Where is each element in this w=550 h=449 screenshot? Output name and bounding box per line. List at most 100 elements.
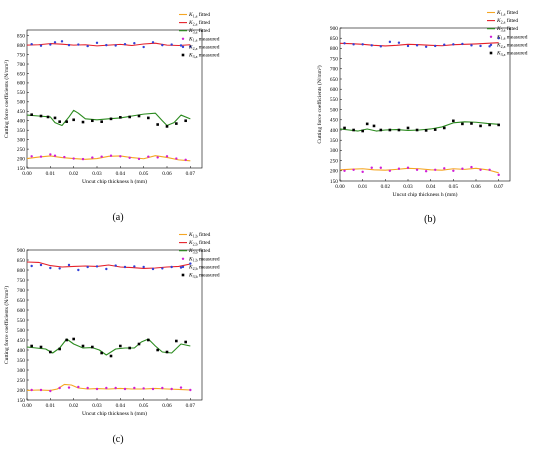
y-tick-label: 200 xyxy=(330,169,338,175)
data-point-K3_measured xyxy=(175,339,178,343)
data-point-K1_measured xyxy=(95,387,99,391)
data-point-K3_measured xyxy=(424,129,428,132)
series-line-K3_fitted xyxy=(339,121,499,132)
y-tick-label: 800 xyxy=(330,46,338,52)
data-point-K1_measured xyxy=(114,386,117,390)
y-tick-label: 650 xyxy=(17,298,25,304)
data-point-K3_measured xyxy=(119,344,122,348)
y-tick-label: 450 xyxy=(330,118,338,124)
plot-frame xyxy=(26,29,203,169)
y-tick-label: 200 xyxy=(17,388,25,394)
data-point-K1_measured xyxy=(49,153,52,156)
legend-label: K1,b measured xyxy=(188,256,220,263)
y-axis-title: Cutting force coefficients (N/mm²) xyxy=(3,286,10,364)
x-tick-label: 0.07 xyxy=(494,184,504,190)
data-point-K2_measured xyxy=(161,43,164,47)
data-point-K3_measured xyxy=(81,344,85,348)
data-point-K3_measured xyxy=(109,117,113,121)
data-point-K2_measured xyxy=(49,266,52,270)
legend-label: K2,a measured xyxy=(496,42,528,49)
data-point-K3_measured xyxy=(100,351,103,355)
data-point-K2_measured xyxy=(67,43,71,47)
x-tick-label: 0.00 xyxy=(22,403,32,409)
data-point-K3_measured xyxy=(137,342,141,346)
legend-marker-K3_measured xyxy=(181,53,185,57)
data-point-K1_measured xyxy=(479,168,482,171)
x-tick-label: 0.01 xyxy=(46,403,56,409)
legend-marker-K1_measured xyxy=(489,35,493,38)
data-point-K3_measured xyxy=(147,338,150,342)
data-point-K3_measured xyxy=(184,340,187,344)
data-point-K1_measured xyxy=(100,155,103,158)
data-point-K3_measured xyxy=(165,350,169,354)
x-tick-label: 0.04 xyxy=(426,184,436,190)
y-tick-label: 850 xyxy=(17,33,25,39)
data-point-K1_measured xyxy=(142,387,145,390)
y-tick-label: 500 xyxy=(330,107,338,113)
x-tick-label: 0.01 xyxy=(46,171,56,177)
data-point-K3_measured xyxy=(184,119,187,123)
data-point-K2_measured xyxy=(189,45,192,48)
legend-label: K1,a measured xyxy=(496,34,528,41)
data-point-K3_measured xyxy=(479,124,482,128)
data-point-K2_measured xyxy=(443,43,446,46)
data-point-K1_measured xyxy=(161,386,164,390)
data-point-K3_measured xyxy=(372,124,376,128)
data-point-K3_measured xyxy=(58,120,61,123)
data-point-K2_measured xyxy=(114,264,117,267)
data-point-K1_measured xyxy=(105,386,108,390)
data-point-K3_measured xyxy=(128,346,131,350)
x-tick-label: 0.07 xyxy=(186,403,196,409)
data-point-K2_measured xyxy=(379,45,382,48)
legend-label: K1,a fitted xyxy=(188,11,210,19)
legend-marker-K1_measured xyxy=(181,257,185,260)
y-tick-label: 800 xyxy=(17,43,25,49)
panel-label: (b) xyxy=(424,214,436,225)
y-tick-label: 550 xyxy=(17,318,25,324)
data-point-K1_measured xyxy=(361,170,364,174)
x-tick-label: 0.05 xyxy=(139,403,149,409)
data-point-K1_measured xyxy=(497,173,500,177)
data-point-K3_measured xyxy=(488,123,491,127)
x-tick-label: 0.07 xyxy=(186,171,196,177)
data-point-K2_measured xyxy=(60,40,64,43)
y-tick-label: 800 xyxy=(17,268,25,274)
legend-marker-K1_measured xyxy=(181,37,185,40)
y-tick-label: 250 xyxy=(17,147,25,153)
data-point-K2_measured xyxy=(151,267,155,271)
data-point-K3_measured xyxy=(452,119,455,123)
data-point-K3_measured xyxy=(46,115,50,119)
data-point-K3_measured xyxy=(406,126,410,130)
legend-marker-K2_measured xyxy=(489,43,493,47)
data-point-K2_measured xyxy=(39,263,43,267)
series-line-K1_fitted xyxy=(26,383,191,391)
data-point-K3_measured xyxy=(109,354,113,358)
data-point-K1_measured xyxy=(86,386,89,390)
data-point-K1_measured xyxy=(379,166,382,169)
data-point-K1_measured xyxy=(189,388,192,392)
y-tick-label: 250 xyxy=(330,158,338,164)
data-point-K2_measured xyxy=(39,44,43,47)
data-point-K2_measured xyxy=(114,44,117,47)
data-point-K2_measured xyxy=(95,41,99,45)
data-point-K2_measured xyxy=(77,43,80,46)
legend-label: K3,b measured xyxy=(188,273,220,280)
data-point-K1_measured xyxy=(370,166,373,169)
legend-label: K2,a fitted xyxy=(496,17,518,25)
y-tick-label: 300 xyxy=(330,148,338,154)
data-point-K1_measured xyxy=(91,156,94,159)
y-tick-label: 600 xyxy=(330,87,338,93)
data-point-K2_measured xyxy=(123,265,127,269)
data-point-K2_measured xyxy=(95,265,99,268)
data-point-K1_measured xyxy=(388,169,392,172)
panel-label: (c) xyxy=(112,434,123,445)
data-point-K3_measured xyxy=(49,350,52,354)
data-point-K1_measured xyxy=(470,165,473,169)
x-axis-title: Uncut chip thickness h (mm) xyxy=(393,191,458,198)
panel-b-chart: 150 200 250 300 350 400 450 500 550 600 650 700 750 8… xyxy=(316,9,528,225)
data-point-K3_measured xyxy=(156,348,159,352)
data-point-K2_measured xyxy=(133,42,136,45)
data-point-K2_measured xyxy=(67,263,71,267)
legend-label: K3,b fitted xyxy=(188,247,211,255)
